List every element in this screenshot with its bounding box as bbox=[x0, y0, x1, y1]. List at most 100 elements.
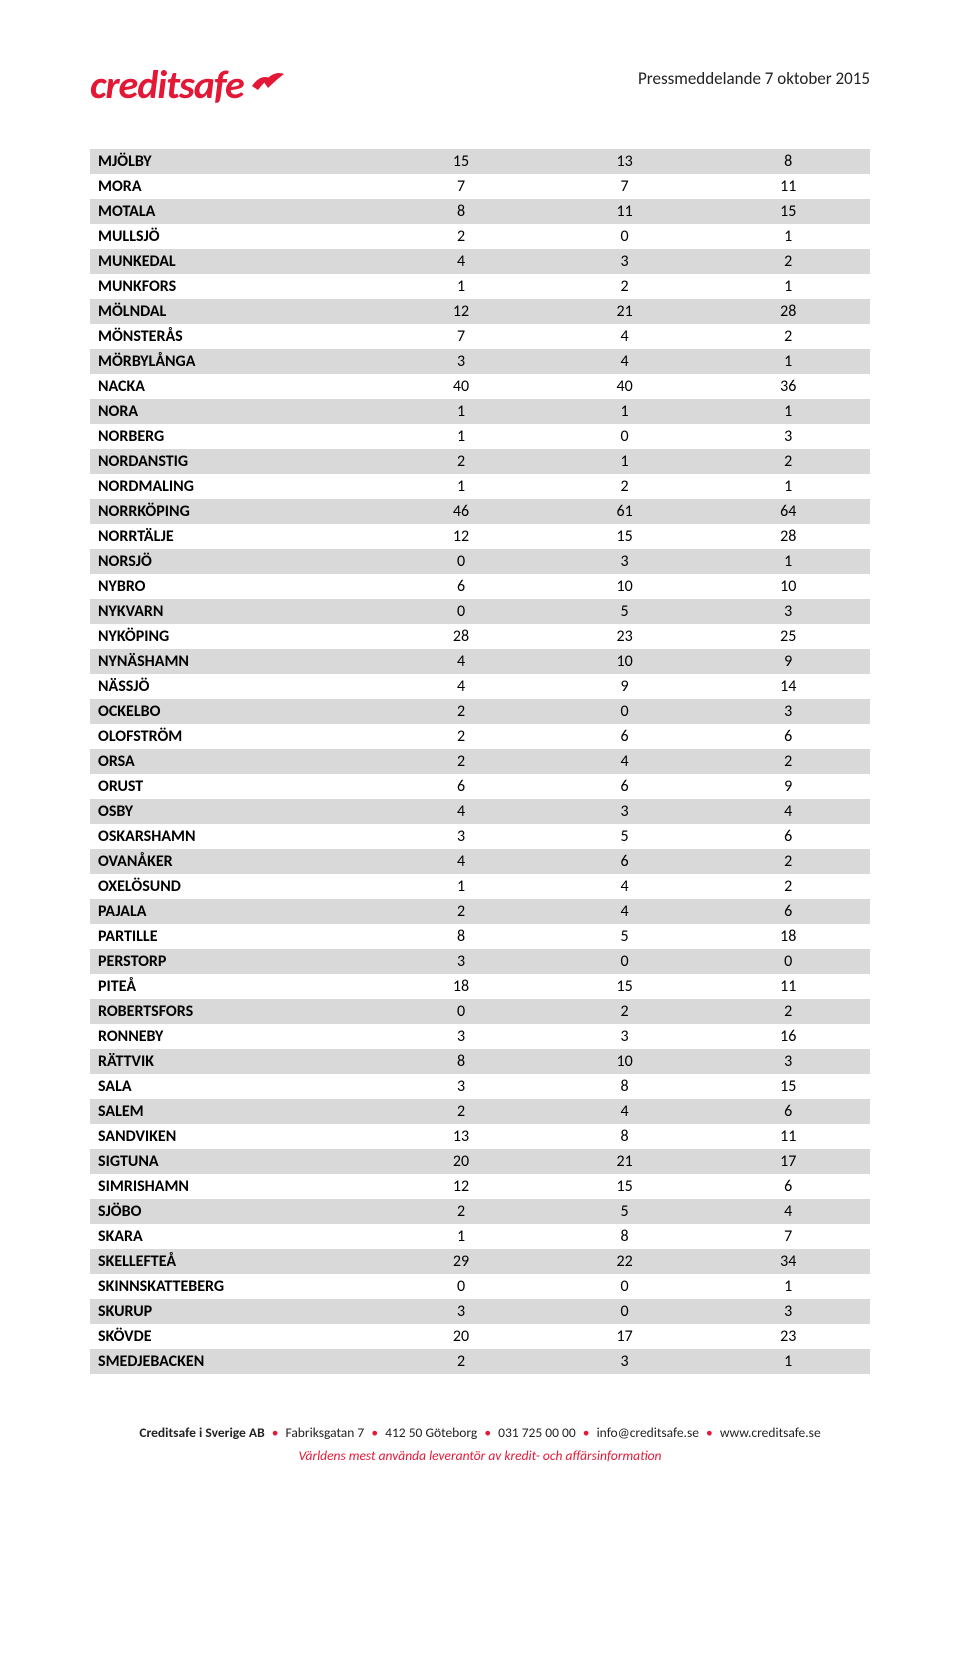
row-name: MÖNSTERÅS bbox=[90, 324, 379, 349]
row-name: OSBY bbox=[90, 799, 379, 824]
row-value: 34 bbox=[706, 1249, 870, 1274]
row-name: SALEM bbox=[90, 1099, 379, 1124]
row-value: 8 bbox=[543, 1124, 707, 1149]
row-value: 2 bbox=[706, 749, 870, 774]
row-value: 8 bbox=[379, 199, 543, 224]
row-value: 4 bbox=[543, 899, 707, 924]
row-value: 8 bbox=[379, 1049, 543, 1074]
table-row: PARTILLE8518 bbox=[90, 924, 870, 949]
row-value: 21 bbox=[543, 299, 707, 324]
row-value: 1 bbox=[706, 399, 870, 424]
row-value: 4 bbox=[379, 674, 543, 699]
row-value: 13 bbox=[543, 149, 707, 174]
table-row: RÄTTVIK8103 bbox=[90, 1049, 870, 1074]
row-name: PITEÅ bbox=[90, 974, 379, 999]
row-value: 1 bbox=[379, 274, 543, 299]
row-value: 0 bbox=[543, 424, 707, 449]
row-value: 2 bbox=[543, 999, 707, 1024]
footer-web: www.creditsafe.se bbox=[720, 1424, 821, 1441]
row-name: NORBERG bbox=[90, 424, 379, 449]
row-name: NORA bbox=[90, 399, 379, 424]
table-row: NORSJÖ031 bbox=[90, 549, 870, 574]
table-row: SIMRISHAMN12156 bbox=[90, 1174, 870, 1199]
row-value: 0 bbox=[543, 949, 707, 974]
row-name: OSKARSHAMN bbox=[90, 824, 379, 849]
row-value: 21 bbox=[543, 1149, 707, 1174]
row-value: 8 bbox=[706, 149, 870, 174]
row-value: 10 bbox=[543, 574, 707, 599]
row-value: 3 bbox=[706, 1049, 870, 1074]
table-row: MOTALA81115 bbox=[90, 199, 870, 224]
table-row: PERSTORP300 bbox=[90, 949, 870, 974]
row-value: 1 bbox=[543, 399, 707, 424]
table-row: SKELLEFTEÅ292234 bbox=[90, 1249, 870, 1274]
row-name: MUNKEDAL bbox=[90, 249, 379, 274]
row-value: 1 bbox=[706, 274, 870, 299]
row-value: 4 bbox=[706, 799, 870, 824]
row-value: 7 bbox=[706, 1224, 870, 1249]
table-row: SKÖVDE201723 bbox=[90, 1324, 870, 1349]
row-value: 3 bbox=[543, 1024, 707, 1049]
row-name: SKELLEFTEÅ bbox=[90, 1249, 379, 1274]
row-value: 25 bbox=[706, 624, 870, 649]
row-value: 22 bbox=[543, 1249, 707, 1274]
row-value: 5 bbox=[543, 599, 707, 624]
row-value: 18 bbox=[706, 924, 870, 949]
row-value: 4 bbox=[379, 799, 543, 824]
footer-address: Fabriksgatan 7 bbox=[286, 1424, 365, 1441]
table-row: SKURUP303 bbox=[90, 1299, 870, 1324]
footer-tagline: Världens mest använda leverantör av kred… bbox=[90, 1447, 870, 1464]
row-value: 64 bbox=[706, 499, 870, 524]
row-value: 3 bbox=[543, 1349, 707, 1374]
footer-email: info@creditsafe.se bbox=[597, 1424, 699, 1441]
row-value: 0 bbox=[379, 549, 543, 574]
row-value: 3 bbox=[379, 1024, 543, 1049]
page-footer: Creditsafe i Sverige AB • Fabriksgatan 7… bbox=[90, 1424, 870, 1464]
row-value: 15 bbox=[706, 199, 870, 224]
row-name: NYKVARN bbox=[90, 599, 379, 624]
row-name: RONNEBY bbox=[90, 1024, 379, 1049]
row-value: 4 bbox=[379, 249, 543, 274]
logo-suffix: safe bbox=[179, 60, 244, 109]
table-row: OLOFSTRÖM266 bbox=[90, 724, 870, 749]
row-value: 6 bbox=[543, 849, 707, 874]
row-value: 6 bbox=[379, 574, 543, 599]
row-value: 3 bbox=[379, 1074, 543, 1099]
row-name: OCKELBO bbox=[90, 699, 379, 724]
row-value: 0 bbox=[379, 1274, 543, 1299]
row-value: 1 bbox=[379, 1224, 543, 1249]
row-value: 11 bbox=[706, 1124, 870, 1149]
row-value: 18 bbox=[379, 974, 543, 999]
row-value: 28 bbox=[706, 524, 870, 549]
row-value: 15 bbox=[543, 974, 707, 999]
row-value: 10 bbox=[543, 649, 707, 674]
row-value: 5 bbox=[543, 924, 707, 949]
separator-dot-icon: • bbox=[371, 1424, 378, 1441]
row-value: 2 bbox=[379, 699, 543, 724]
row-value: 8 bbox=[543, 1224, 707, 1249]
table-row: SKINNSKATTEBERG001 bbox=[90, 1274, 870, 1299]
row-value: 2 bbox=[706, 324, 870, 349]
table-row: OSBY434 bbox=[90, 799, 870, 824]
table-row: MULLSJÖ201 bbox=[90, 224, 870, 249]
row-value: 3 bbox=[706, 599, 870, 624]
table-row: MORA7711 bbox=[90, 174, 870, 199]
row-value: 0 bbox=[543, 224, 707, 249]
row-name: ROBERTSFORS bbox=[90, 999, 379, 1024]
row-name: NORDANSTIG bbox=[90, 449, 379, 474]
logo-prefix: credit bbox=[90, 60, 179, 109]
row-value: 1 bbox=[706, 349, 870, 374]
row-name: SIGTUNA bbox=[90, 1149, 379, 1174]
table-row: MUNKFORS121 bbox=[90, 274, 870, 299]
row-name: NORRTÄLJE bbox=[90, 524, 379, 549]
row-value: 0 bbox=[706, 949, 870, 974]
row-value: 15 bbox=[543, 1174, 707, 1199]
row-value: 12 bbox=[379, 524, 543, 549]
row-name: NORRKÖPING bbox=[90, 499, 379, 524]
table-row: NÄSSJÖ4914 bbox=[90, 674, 870, 699]
row-value: 1 bbox=[706, 549, 870, 574]
row-value: 2 bbox=[379, 1199, 543, 1224]
row-name: SALA bbox=[90, 1074, 379, 1099]
row-value: 2 bbox=[543, 274, 707, 299]
row-value: 4 bbox=[543, 349, 707, 374]
